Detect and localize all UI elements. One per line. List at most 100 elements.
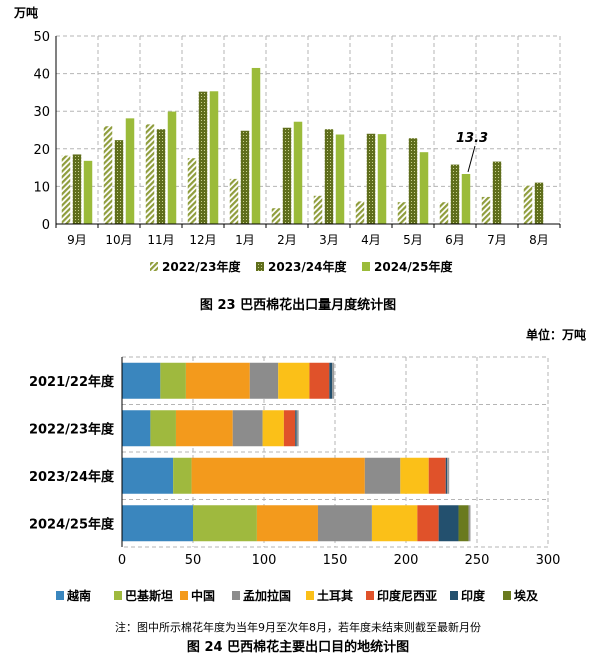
bar-segment [317, 505, 372, 542]
x-tick-label: 11月 [147, 233, 174, 247]
bar [125, 118, 135, 224]
x-tick-label: 9月 [67, 233, 87, 247]
bars [61, 67, 544, 225]
bar [324, 129, 334, 224]
stacked-bars [122, 362, 471, 542]
figure-caption-23: 图 23 巴西棉花出口量月度统计图 [200, 297, 396, 313]
legend-label: 孟加拉国 [243, 588, 291, 603]
bar-segment [175, 410, 233, 447]
axes: 0 50 100 150 200 250 300 2021/22年度 2022/23年度 2023… [29, 357, 560, 568]
bar [450, 164, 460, 224]
bar-segment [256, 505, 318, 542]
x-tick-label: 4月 [361, 233, 381, 247]
y-tick-label: 2024/25年度 [29, 516, 115, 532]
bar [240, 130, 250, 224]
bar-segment [428, 457, 446, 494]
bar-end-shadow [447, 457, 450, 494]
bar [145, 124, 155, 224]
bar-end-shadow [332, 362, 335, 399]
annotation-leader-line [467, 145, 476, 173]
bar-segment [283, 410, 296, 447]
y-axis-unit: 万吨 [13, 5, 38, 20]
x-tick-label: 7月 [487, 233, 507, 247]
legend-swatch [256, 262, 264, 271]
bar [397, 202, 407, 224]
y-tick-label: 20 [33, 143, 50, 158]
monthly-export-chart: 万吨 0 10 20 30 40 50 9月 10月 11月 12月 1月 2月 3月 4月 5月 6月 7月 8… [13, 5, 561, 313]
legend-swatch [232, 591, 240, 600]
bar-segment [309, 362, 330, 399]
legend-swatch [503, 591, 511, 600]
legend-label: 印度尼西亚 [377, 588, 437, 603]
bar [209, 91, 219, 224]
bar-segment [193, 505, 257, 542]
bar-segment [122, 505, 193, 542]
bar [335, 134, 345, 224]
bar [198, 91, 208, 224]
bar [61, 155, 71, 224]
x-tick-label: 10月 [105, 233, 132, 247]
y-tick-label: 0 [42, 218, 50, 233]
bar [229, 178, 239, 224]
bar-segment [173, 457, 192, 494]
bar-segment [371, 505, 418, 542]
bar-segment [329, 362, 333, 399]
bar-segment [417, 505, 439, 542]
figure-caption-24: 图 24 巴西棉花主要出口目的地统计图 [187, 639, 409, 655]
legend-label: 2024/25年度 [374, 259, 453, 274]
legend-swatch [180, 591, 188, 600]
annotation-label: 13.3 [456, 131, 488, 146]
y-tick-label: 30 [33, 105, 50, 120]
y-tick-label: 40 [33, 68, 50, 83]
annotation: 13.3 [456, 131, 488, 173]
bar-segment [295, 410, 297, 447]
bar [377, 134, 387, 224]
bar [439, 202, 449, 224]
x-tick-label: 2月 [277, 233, 297, 247]
destination-chart: 单位：万吨 0 50 100 150 200 250 300 2021/22年度 2022/23… [29, 327, 586, 655]
legend: 2022/23年度 2023/24年度 2024/25年度 [150, 259, 453, 274]
legend-swatch [114, 591, 122, 600]
x-tick-label: 250 [465, 553, 490, 568]
bar [72, 154, 82, 224]
unit-label: 单位：万吨 [526, 327, 586, 342]
bar [366, 133, 376, 224]
x-tick-label: 200 [394, 553, 419, 568]
legend-swatch [362, 262, 370, 271]
legend-label: 土耳其 [317, 588, 353, 603]
bar-segment [122, 410, 151, 447]
legend-label: 2022/23年度 [162, 259, 241, 274]
bar-segment [122, 362, 161, 399]
bar [481, 196, 491, 224]
x-tick-label: 8月 [529, 233, 549, 247]
bar [355, 201, 365, 224]
y-tick-label: 2021/22年度 [29, 374, 115, 390]
bar-segment [262, 410, 284, 447]
legend-swatch [56, 591, 64, 600]
legend-label: 2023/24年度 [268, 259, 347, 274]
bar-segment [438, 505, 459, 542]
x-tick-label: 6月 [445, 233, 465, 247]
x-tick-label: 300 [536, 553, 561, 568]
legend-label: 埃及 [514, 588, 539, 603]
bar [419, 152, 429, 224]
bar-segment [278, 362, 310, 399]
bar-segment [122, 457, 174, 494]
legend-swatch [450, 591, 458, 600]
bar [492, 161, 502, 224]
y-tick-label: 2023/24年度 [29, 469, 115, 485]
bar [313, 195, 323, 224]
bar [114, 140, 124, 224]
bar-segment [458, 505, 469, 542]
bar-segment [232, 410, 263, 447]
bar [534, 182, 544, 224]
legend-label: 中国 [191, 588, 215, 603]
legend-label: 巴基斯坦 [125, 588, 173, 603]
legend-label: 印度 [461, 588, 486, 603]
y-tick-label: 2022/23年度 [29, 421, 115, 437]
x-tick-label: 0 [118, 553, 126, 568]
bar [271, 208, 281, 224]
x-tick-label: 100 [252, 553, 277, 568]
bar-segment [400, 457, 429, 494]
